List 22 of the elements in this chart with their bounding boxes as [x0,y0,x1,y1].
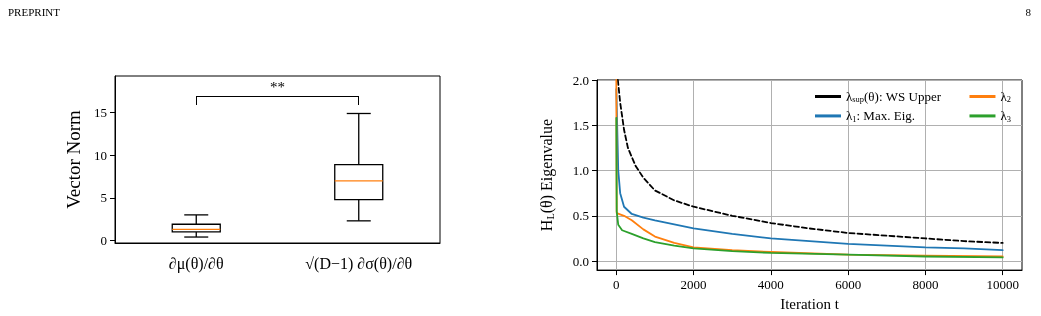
annotation: ** [270,78,285,95]
x-tick-label: 10000 [986,277,1019,293]
y-tick-label: 15 [94,105,107,121]
x-tick-label: 8000 [912,277,939,293]
y-tick-label: 1.0 [572,163,589,179]
y-tick-label: 5 [100,190,107,206]
y-tick-label: 0.5 [572,208,589,224]
y-tick-label: 0.0 [572,253,589,269]
y-axis-title: Vector Norm [63,109,85,209]
x-axis-title: Iteration t [780,295,840,312]
y-tick-label: 1.5 [572,117,589,133]
x-tick-label: 6000 [835,277,862,293]
x-tick-label: √(D−1) ∂σ(θ)/∂θ [305,254,413,273]
y-tick-label: 0 [100,232,107,248]
x-tick-label: 0 [613,277,620,293]
text: PREPRINT [8,5,61,18]
x-tick-label: 2000 [680,277,707,293]
y-tick-label: 2.0 [572,72,589,88]
x-tick-label: ∂μ(θ)/∂θ [168,254,224,273]
text: 8 [1025,5,1032,18]
x-tick-label: 4000 [757,277,784,293]
y-tick-label: 10 [94,147,107,163]
